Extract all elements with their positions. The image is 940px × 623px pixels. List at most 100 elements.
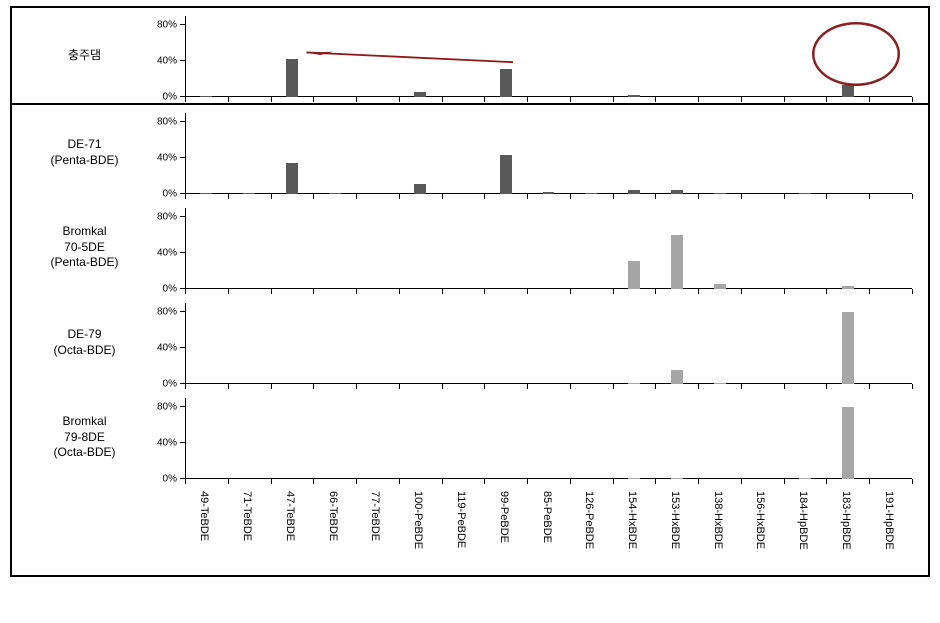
x-tick-mark bbox=[698, 479, 699, 484]
y-tick-label: 40% bbox=[149, 343, 181, 354]
x-tick-mark bbox=[228, 194, 229, 199]
y-axis bbox=[185, 303, 186, 384]
x-tick-mark bbox=[228, 289, 229, 294]
bar bbox=[671, 370, 683, 384]
x-tick-mark bbox=[869, 384, 870, 389]
x-tick-mark bbox=[784, 384, 785, 389]
x-tick-mark bbox=[527, 97, 528, 102]
x-tick-label: 49-TeBDE bbox=[198, 491, 210, 541]
x-tick-mark bbox=[399, 97, 400, 102]
x-tick-mark bbox=[741, 97, 742, 102]
x-tick-mark bbox=[570, 194, 571, 199]
x-tick-mark bbox=[784, 289, 785, 294]
x-labels-inner: 49-TeBDE 71-TeBDE 47-TeBDE 66-TeBDE 77-TeBDE… bbox=[185, 485, 912, 575]
x-tick-label: 100-PeBDE bbox=[412, 491, 424, 549]
x-tick-mark bbox=[613, 384, 614, 389]
x-tick-mark bbox=[869, 97, 870, 102]
x-tick-mark bbox=[570, 97, 571, 102]
bar bbox=[286, 163, 298, 194]
x-tick-mark bbox=[826, 97, 827, 102]
x-tick-mark bbox=[698, 194, 699, 199]
x-tick-label: 191-HpBDE bbox=[883, 491, 895, 550]
x-tick-mark bbox=[655, 384, 656, 389]
chart-panel: Bromkal 79-8DE (Octa-BDE) 0%40%80% bbox=[12, 390, 928, 485]
x-tick-mark bbox=[356, 479, 357, 484]
panel-label: Bromkal 79-8DE (Octa-BDE) bbox=[12, 390, 157, 485]
bar bbox=[714, 193, 726, 194]
x-tick-mark bbox=[826, 479, 827, 484]
x-tick-mark bbox=[570, 479, 571, 484]
x-tick-label: 153-HxBDE bbox=[669, 491, 681, 549]
x-tick-mark bbox=[698, 384, 699, 389]
x-tick-mark bbox=[313, 97, 314, 102]
x-tick-mark bbox=[784, 97, 785, 102]
x-tick-mark bbox=[356, 289, 357, 294]
x-tick-mark bbox=[741, 289, 742, 294]
chart-panel: Bromkal 70-5DE (Penta-BDE)0%40%80% bbox=[12, 200, 928, 295]
x-tick-mark bbox=[356, 97, 357, 102]
y-axis bbox=[185, 16, 186, 97]
plot: 0%40%80% bbox=[185, 113, 912, 194]
y-tick-label: 0% bbox=[149, 379, 181, 390]
x-axis bbox=[185, 288, 912, 289]
x-tick-mark bbox=[613, 97, 614, 102]
y-tick-label: 0% bbox=[149, 92, 181, 103]
x-tick-mark bbox=[442, 479, 443, 484]
x-tick-mark bbox=[527, 479, 528, 484]
x-tick-mark bbox=[271, 384, 272, 389]
bar bbox=[628, 383, 640, 384]
x-tick-label: 47-TeBDE bbox=[284, 491, 296, 541]
x-tick-label: 183-HpBDE bbox=[840, 491, 852, 550]
x-tick-mark bbox=[869, 289, 870, 294]
x-tick-mark bbox=[912, 479, 913, 484]
bar bbox=[628, 95, 640, 97]
x-tick-mark bbox=[527, 384, 528, 389]
chart-panel: DE-79 (Octa-BDE)0%40%80% bbox=[12, 295, 928, 390]
y-tick-label: 0% bbox=[149, 284, 181, 295]
x-tick-mark bbox=[527, 194, 528, 199]
x-labels-area: 49-TeBDE 71-TeBDE 47-TeBDE 66-TeBDE 77-TeBDE… bbox=[157, 485, 928, 575]
chart-area: 0%40%80% bbox=[157, 8, 928, 103]
plot: 0%40%80% bbox=[185, 16, 912, 97]
x-tick-mark bbox=[655, 289, 656, 294]
x-tick-mark bbox=[185, 194, 186, 199]
chart-area: 0%40%80% bbox=[157, 295, 928, 390]
plot: 0%40%80% bbox=[185, 208, 912, 289]
x-tick-mark bbox=[271, 289, 272, 294]
x-tick-mark bbox=[912, 97, 913, 102]
y-tick-label: 0% bbox=[149, 189, 181, 200]
x-tick-mark bbox=[613, 289, 614, 294]
x-tick-mark bbox=[185, 289, 186, 294]
y-tick-label: 40% bbox=[149, 248, 181, 259]
x-tick-mark bbox=[442, 97, 443, 102]
panel-label: DE-71 (Penta-BDE) bbox=[12, 105, 157, 200]
bar bbox=[200, 96, 212, 97]
x-tick-mark bbox=[442, 384, 443, 389]
x-tick-mark bbox=[912, 384, 913, 389]
x-tick-mark bbox=[655, 194, 656, 199]
x-tick-mark bbox=[613, 479, 614, 484]
chart-area: 0%40%80% bbox=[157, 390, 928, 485]
x-tick-label: 77-TeBDE bbox=[369, 491, 381, 541]
x-tick-mark bbox=[826, 384, 827, 389]
x-tick-label: 66-TeBDE bbox=[327, 491, 339, 541]
x-tick-mark bbox=[228, 479, 229, 484]
x-tick-label: 119-PeBDE bbox=[455, 491, 467, 548]
x-tick-mark bbox=[271, 97, 272, 102]
bar bbox=[799, 193, 811, 194]
bar bbox=[500, 155, 512, 194]
bar bbox=[243, 193, 255, 194]
x-tick-mark bbox=[655, 97, 656, 102]
x-tick-mark bbox=[784, 194, 785, 199]
plot: 0%40%80% bbox=[185, 398, 912, 479]
x-tick-mark bbox=[271, 479, 272, 484]
x-tick-mark bbox=[313, 194, 314, 199]
x-tick-label: 71-TeBDE bbox=[241, 491, 253, 541]
y-axis bbox=[185, 208, 186, 289]
panel-label: DE-79 (Octa-BDE) bbox=[12, 295, 157, 390]
bar bbox=[714, 284, 726, 289]
bar bbox=[200, 193, 212, 194]
bar bbox=[842, 407, 854, 479]
x-tick-mark bbox=[271, 194, 272, 199]
x-tick-mark bbox=[399, 479, 400, 484]
